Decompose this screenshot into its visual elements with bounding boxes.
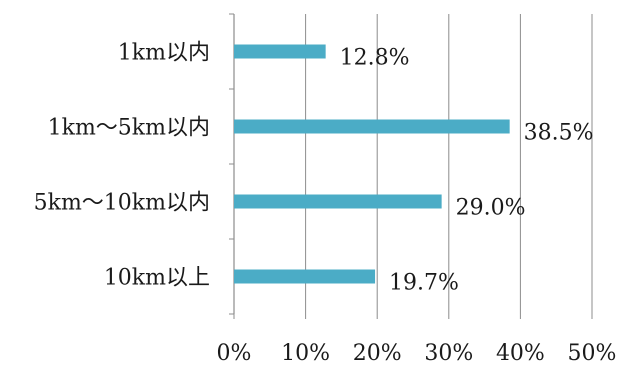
x-tick-label: 10%: [281, 341, 330, 366]
bar: [234, 44, 326, 59]
data-label: 12.8%: [340, 46, 410, 71]
gridlines: [305, 14, 593, 314]
bar: [234, 269, 376, 284]
x-tick-label: 30%: [424, 341, 473, 366]
category-label: 1km～5km以内: [48, 116, 210, 141]
x-tick-label: 40%: [496, 341, 545, 366]
bar: [234, 194, 442, 209]
category-label: 5km～10km以内: [34, 191, 210, 216]
category-label: 1km以内: [118, 41, 210, 66]
x-tick-label: 0%: [217, 341, 252, 366]
data-label: 29.0%: [456, 196, 526, 221]
x-tick-label: 50%: [568, 341, 617, 366]
bars: [234, 44, 510, 284]
x-tick-label: 20%: [353, 341, 402, 366]
category-label: 10km以上: [104, 266, 210, 291]
bar: [234, 119, 510, 134]
data-label: 19.7%: [389, 271, 459, 296]
labels: 0% 10% 20% 30% 40% 50% 1km以内 12.8% 1km～5km以内 38.5…: [34, 41, 617, 367]
data-label: 38.5%: [524, 121, 594, 146]
axes: [229, 13, 593, 319]
